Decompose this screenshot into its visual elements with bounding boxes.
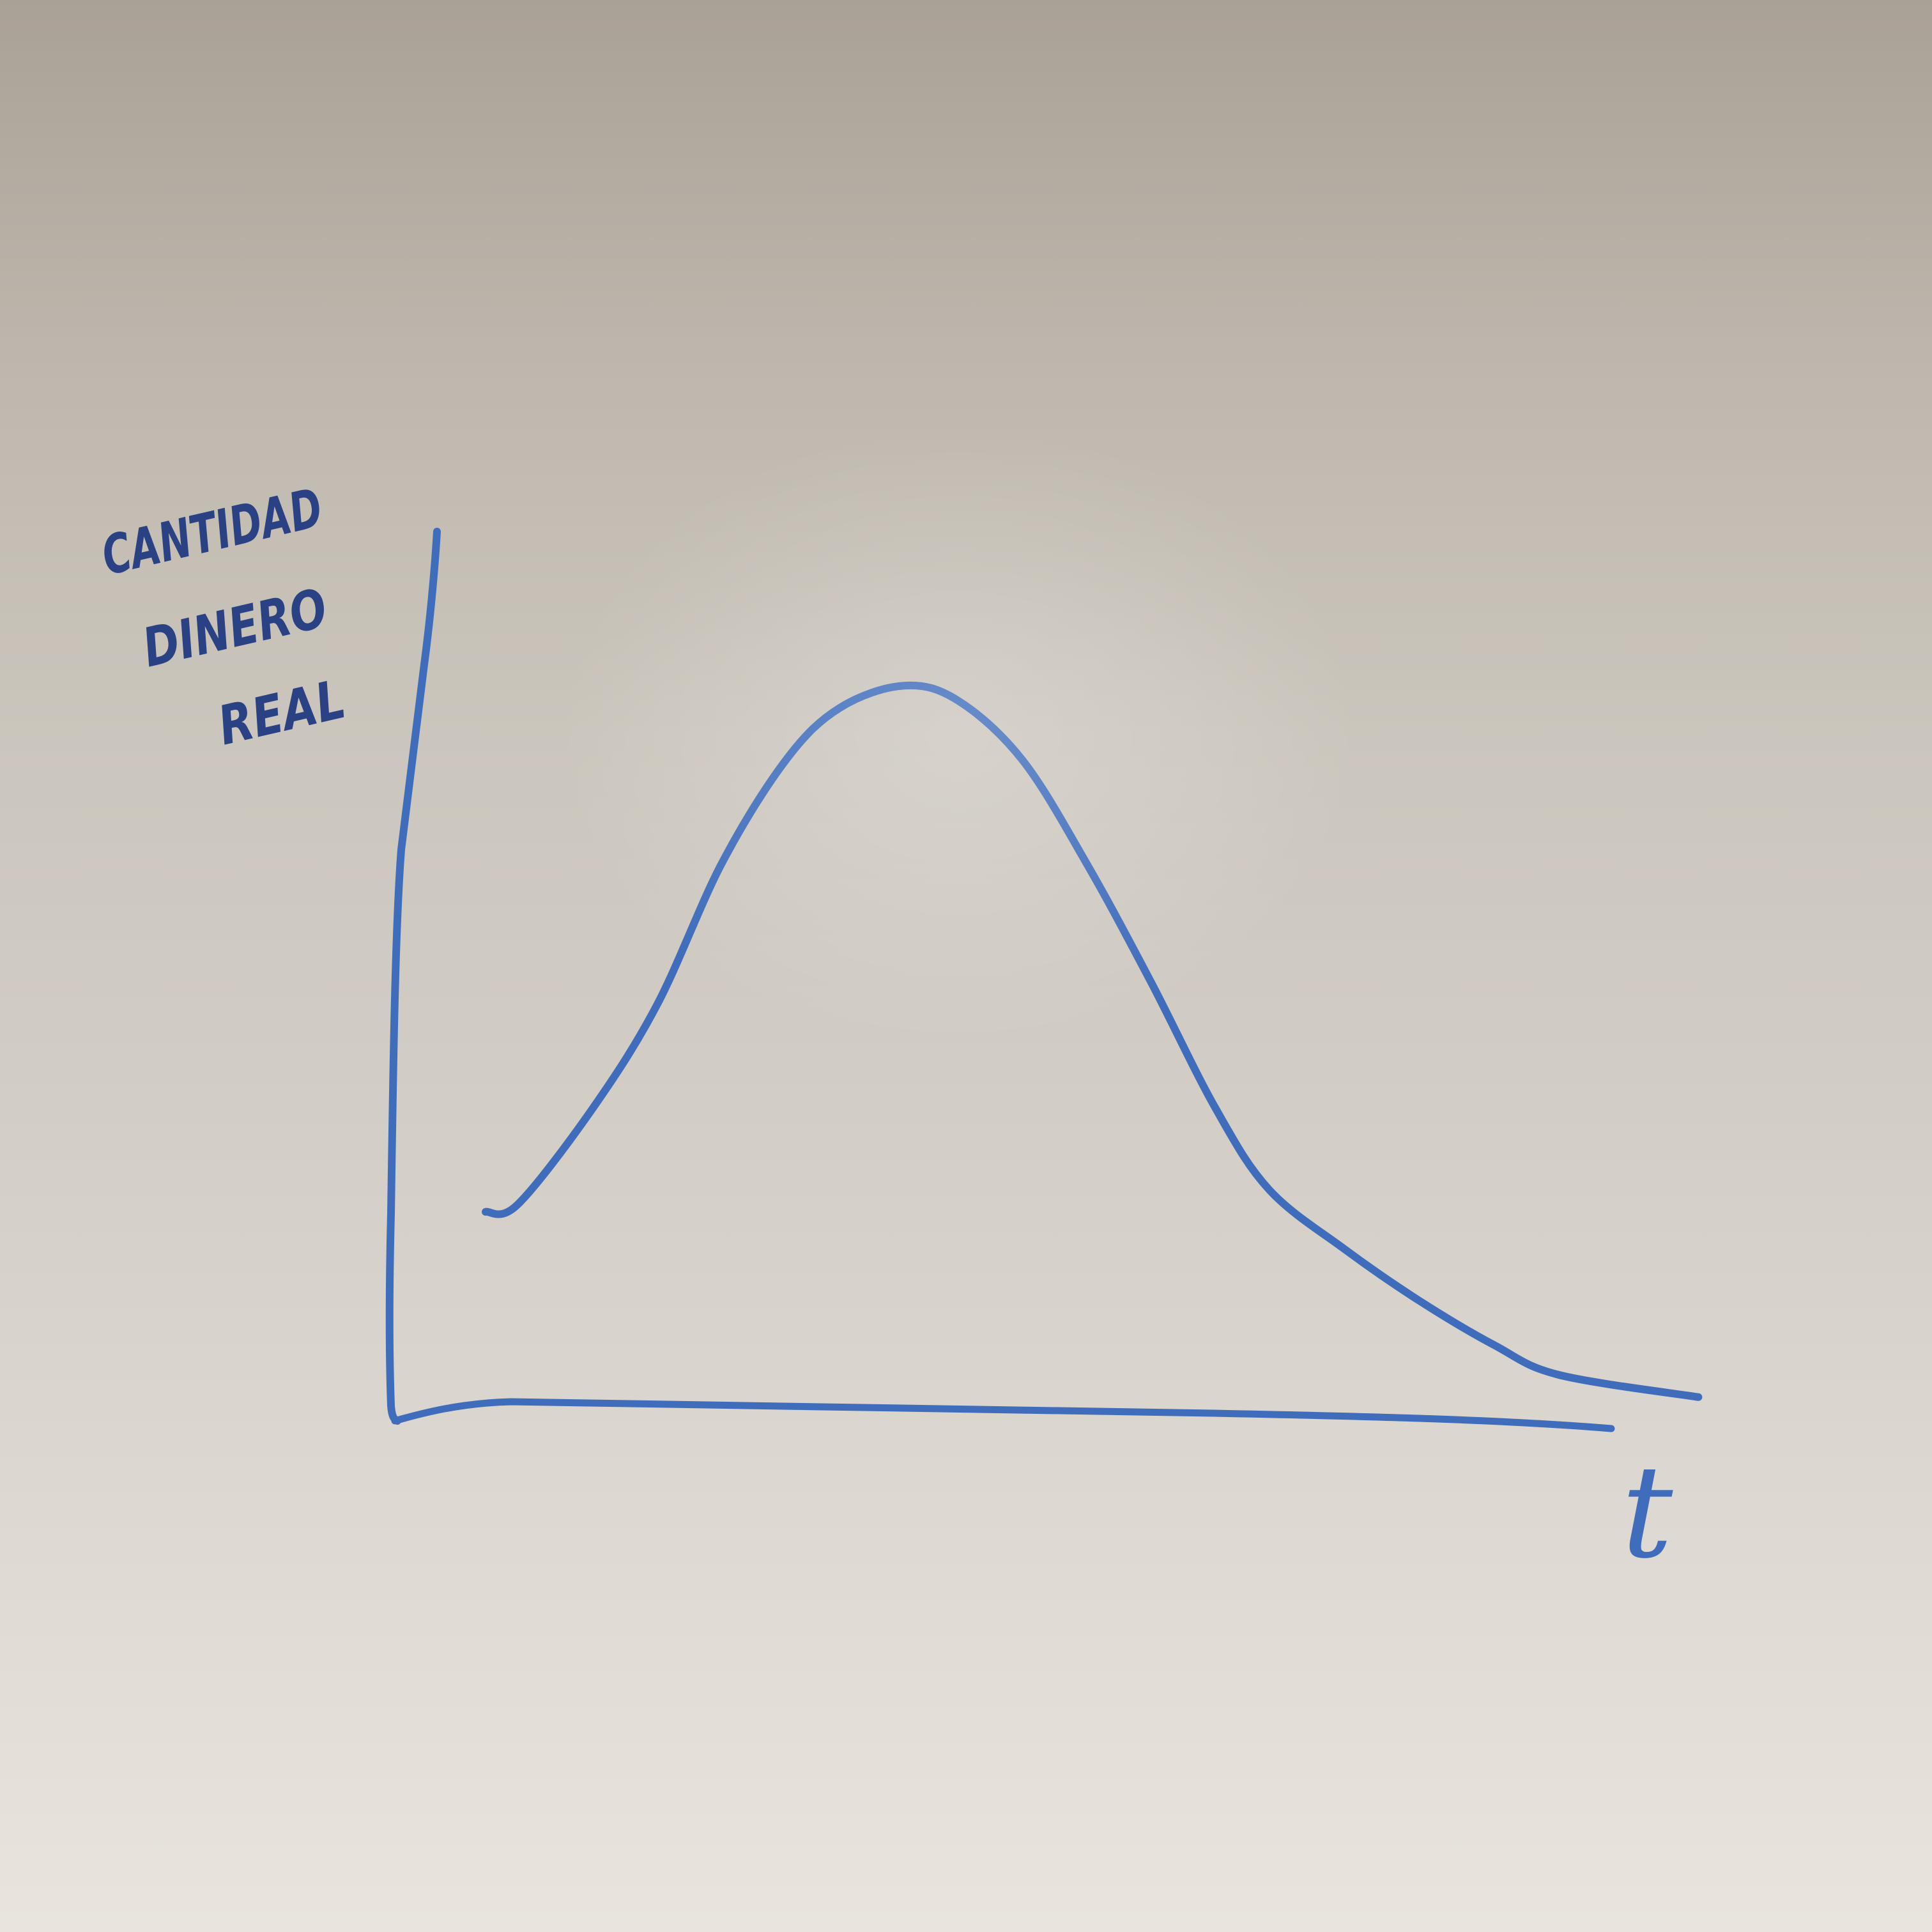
y-axis-label-line: DINERO bbox=[137, 576, 333, 679]
y-axis-label: CANTIDAD DINERO REAL bbox=[96, 476, 351, 757]
axes bbox=[385, 528, 1615, 1432]
y-axis-label-line: CANTIDAD bbox=[96, 476, 328, 587]
series-curve bbox=[482, 681, 1703, 1401]
y-axis-line bbox=[385, 528, 441, 1425]
x-axis-line bbox=[391, 1398, 1615, 1432]
x-axis-label: t bbox=[1621, 1438, 1673, 1587]
y-axis-label-line: REAL bbox=[212, 668, 351, 757]
